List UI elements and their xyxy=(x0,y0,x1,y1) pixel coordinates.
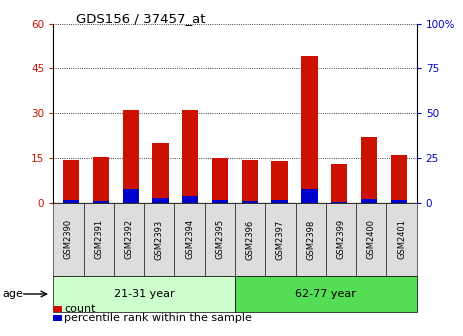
Text: age: age xyxy=(2,289,23,299)
Bar xyxy=(123,111,139,203)
Bar xyxy=(93,157,109,203)
Bar xyxy=(242,201,258,203)
Bar xyxy=(182,196,199,203)
Text: GSM2398: GSM2398 xyxy=(306,219,315,259)
Text: GDS156 / 37457_at: GDS156 / 37457_at xyxy=(76,12,206,25)
Bar xyxy=(212,200,228,203)
Bar xyxy=(271,161,288,203)
Text: percentile rank within the sample: percentile rank within the sample xyxy=(64,313,252,323)
Text: GSM2401: GSM2401 xyxy=(397,219,406,259)
Bar xyxy=(242,160,258,203)
Text: GSM2396: GSM2396 xyxy=(245,219,255,259)
Text: count: count xyxy=(64,304,95,314)
Bar xyxy=(331,164,347,203)
Bar xyxy=(152,198,169,203)
Text: GSM2394: GSM2394 xyxy=(185,219,194,259)
Text: GSM2391: GSM2391 xyxy=(94,219,103,259)
Bar xyxy=(301,56,318,203)
Bar xyxy=(63,200,79,203)
Bar xyxy=(123,189,139,203)
Bar xyxy=(301,189,318,203)
Bar xyxy=(331,202,347,203)
Text: GSM2397: GSM2397 xyxy=(276,219,285,259)
Text: GSM2393: GSM2393 xyxy=(155,219,164,259)
Bar xyxy=(212,158,228,203)
Text: 62-77 year: 62-77 year xyxy=(295,289,356,299)
Bar xyxy=(391,155,407,203)
Bar xyxy=(182,111,199,203)
Text: GSM2390: GSM2390 xyxy=(64,219,73,259)
Text: GSM2392: GSM2392 xyxy=(125,219,133,259)
Text: GSM2395: GSM2395 xyxy=(215,219,225,259)
Bar xyxy=(271,200,288,203)
Bar xyxy=(93,202,109,203)
Text: GSM2399: GSM2399 xyxy=(337,219,345,259)
Bar xyxy=(361,199,377,203)
Bar xyxy=(63,160,79,203)
Text: GSM2400: GSM2400 xyxy=(367,219,376,259)
Text: 21-31 year: 21-31 year xyxy=(114,289,175,299)
Bar xyxy=(152,143,169,203)
Bar xyxy=(361,137,377,203)
Bar xyxy=(391,200,407,203)
